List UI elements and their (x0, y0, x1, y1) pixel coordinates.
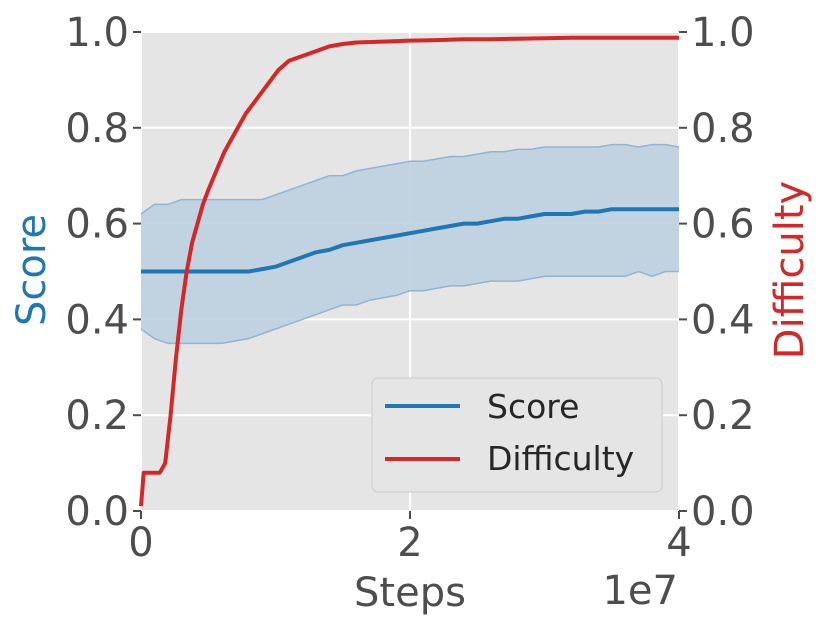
left-tick-label: 0.0 (65, 489, 129, 535)
score-band-upper-edge (140, 143, 680, 215)
score-band (141, 144, 679, 344)
right-y-axis-label: Difficulty (767, 181, 813, 359)
left-y-axis-label: Score (9, 214, 55, 326)
right-tick-label: 1.0 (691, 10, 755, 56)
x-axis-ticks: 0 2 4 (128, 511, 692, 566)
legend: Score Difficulty (371, 377, 663, 493)
right-tick-label: 0.0 (691, 489, 755, 535)
legend-label-score: Score (487, 387, 579, 426)
score-series-line (141, 207, 679, 274)
left-tick-label: 0.2 (65, 393, 129, 439)
right-y-axis-ticks: 0.0 0.2 0.4 0.6 0.8 1.0 (679, 10, 755, 535)
right-tick-label: 0.2 (691, 393, 755, 439)
legend-label-difficulty: Difficulty (487, 439, 634, 478)
left-y-axis-ticks: 0.0 0.2 0.4 0.6 0.8 1.0 (65, 10, 141, 535)
difficulty-series-line (139, 35, 679, 507)
left-tick-label: 0.8 (65, 106, 129, 152)
x-tick-label: 2 (397, 520, 422, 566)
left-tick-label: 1.0 (65, 10, 129, 56)
x-axis-offset-label: 1e7 (602, 568, 678, 614)
x-tick-label: 0 (128, 520, 153, 566)
x-tick-label: 4 (666, 520, 691, 566)
x-axis-label: Steps (354, 570, 466, 616)
right-tick-label: 0.8 (691, 106, 755, 152)
right-tick-label: 0.4 (691, 297, 755, 343)
left-tick-label: 0.6 (65, 202, 129, 248)
right-tick-label: 0.6 (691, 202, 755, 248)
score-band-lower-edge (140, 270, 679, 345)
left-tick-label: 0.4 (65, 297, 129, 343)
